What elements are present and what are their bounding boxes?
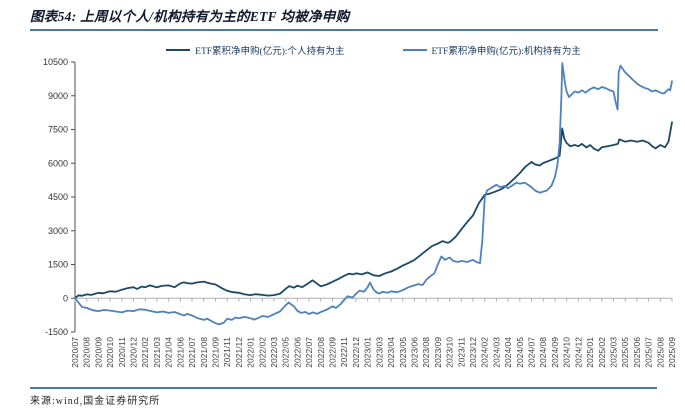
title-divider [30,29,658,31]
legend-line-swatch-individual [166,49,191,51]
x-axis-tick-label: 2021/06 [175,337,185,368]
x-axis-tick-label: 2025/03 [608,337,618,368]
legend-line-swatch-institutional [402,49,427,51]
x-axis-tick-label: 2022/06 [292,337,302,368]
x-axis-tick-label: 2023/06 [409,337,419,368]
x-axis-tick-label: 2020/07 [70,337,80,368]
x-axis-tick-label: 2024/08 [538,337,548,368]
x-axis-tick-label: 2021/12 [234,337,244,368]
x-axis-tick-label: 2025/08 [655,337,665,368]
x-axis-tick-label: 2023/01 [363,337,373,368]
x-axis-tick-label: 2022/03 [269,337,279,368]
x-axis-tick-label: 2025/06 [632,337,642,368]
x-axis-tick-label: 2024/04 [503,337,513,368]
y-axis-tick-label: 7500 [48,125,68,135]
x-axis-tick-label: 2022/02 [257,337,267,368]
x-axis-tick-label: 2022/11 [339,337,349,367]
x-axis-tick-label: 2020/11 [117,337,127,367]
y-axis-tick-label: 10500 [43,57,68,67]
x-axis-tick-label: 2022/01 [246,337,256,368]
y-axis-tick-label: 1500 [48,260,68,270]
x-axis-tick-label: 2025/09 [667,337,677,368]
legend-label-institutional: ETF累积净申购(亿元):机构持有为主 [431,47,581,57]
x-axis-tick-label: 2025/05 [620,337,630,368]
x-axis-tick-label: 2024/10 [562,337,572,368]
x-axis-tick-label: 2020/12 [129,337,139,368]
x-axis-tick-label: 2021/03 [152,337,162,368]
footer-divider [30,387,657,389]
x-axis-tick-label: 2023/12 [468,337,478,368]
x-axis-tick-label: 2024/03 [491,337,501,368]
y-axis-tick-label: -1500 [45,327,68,337]
x-axis-tick-label: 2025/01 [585,337,595,368]
x-axis-tick-label: 2021/04 [164,337,174,368]
x-axis-tick-label: 2024/12 [573,337,583,368]
legend-item-institutional: ETF累积净申购(亿元):机构持有为主 [402,43,581,57]
etf-cumulative-net-subscription-chart: -1500 0 1500 3000 4500 6000 7500 9000 10500 2020/… [43,57,677,368]
x-axis-tick-label: 2025/02 [597,337,607,368]
x-axis-tick-label: 2025/07 [644,337,654,368]
chart-legend: ETF累积净申购(亿元):个人持有为主 ETF累积净申购(亿元):机构持有为主 [75,43,672,57]
legend-label-individual: ETF累积净申购(亿元):个人持有为主 [195,47,345,57]
x-axis-tick-label: 2022/12 [351,337,361,368]
x-axis-tick-label: 2021/07 [187,337,197,368]
x-axis-tick-label: 2024/07 [527,337,537,368]
x-axis-tick-label: 2020/10 [105,337,115,368]
series-line-1 [74,62,673,326]
source-note: 来源:wind,国金证券研究所 [30,396,161,407]
x-axis-tick-label: 2023/08 [421,337,431,368]
x-axis-tick-label: 2023/05 [398,337,408,368]
x-axis-tick-label: 2022/08 [316,337,326,368]
x-axis-tick-label: 2021/11 [222,337,232,367]
x-axis-tick-label: 2023/10 [445,337,455,368]
series-line-0 [74,121,673,300]
x-axis-tick-label: 2021/08 [199,337,209,368]
y-axis-tick-label: 4500 [48,192,68,202]
y-axis-tick-label: 6000 [48,158,68,168]
x-axis-tick-label: 2020/09 [93,337,103,368]
x-axis-tick-label: 2022/05 [281,337,291,368]
x-axis-tick-label: 2024/05 [515,337,525,368]
y-axis-tick-label: 3000 [48,226,68,236]
x-axis-tick-label: 2021/09 [210,337,220,368]
x-axis-tick-label: 2022/07 [304,337,314,368]
x-axis-tick-label: 2024/09 [550,337,560,368]
x-axis-tick-label: 2020/08 [82,337,92,368]
y-axis-tick-label: 9000 [48,91,68,101]
y-axis-tick-label: 0 [63,293,68,303]
legend-item-individual: ETF累积净申购(亿元):个人持有为主 [166,43,345,57]
x-axis-tick-label: 2023/03 [374,337,384,368]
x-axis-tick-label: 2023/11 [456,337,466,367]
x-axis-tick-label: 2021/02 [140,337,150,368]
x-axis-tick-label: 2024/02 [480,337,490,368]
x-axis-tick-label: 2023/04 [386,337,396,368]
x-axis-tick-label: 2023/09 [433,337,443,368]
figure-title: 图表54: 上周以个人/机构持有为主的ETF 均被净申购 [30,9,350,24]
x-axis-tick-label: 2022/09 [328,337,338,368]
